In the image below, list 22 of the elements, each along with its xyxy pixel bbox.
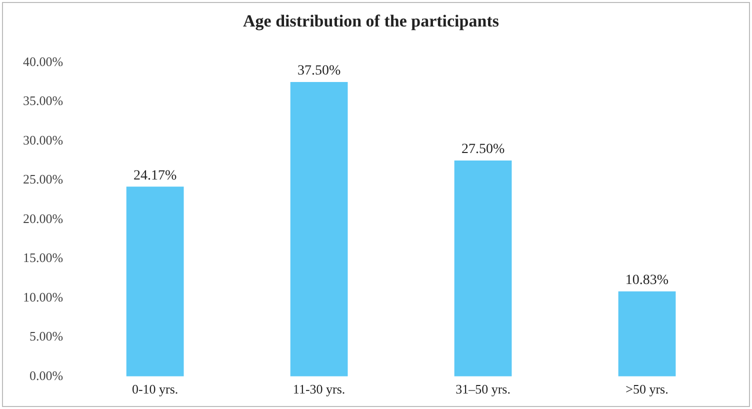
y-tick-label: 30.00% [22, 132, 64, 148]
y-tick-label: 10.00% [22, 289, 64, 304]
y-tick-label: 20.00% [22, 210, 64, 226]
data-label: 24.17% [133, 168, 177, 184]
y-tick-label: 35.00% [22, 93, 64, 108]
data-label: 37.50% [297, 64, 341, 79]
bar [126, 186, 184, 376]
bar [290, 82, 348, 376]
y-tick-label: 15.00% [22, 250, 64, 266]
y-tick-label: 5.00% [29, 328, 64, 344]
chart-title: Age distribution of the participants [243, 12, 500, 31]
bar [618, 291, 676, 376]
data-label: 10.83% [625, 273, 669, 288]
y-tick-label: 0.00% [29, 368, 64, 383]
x-tick-label: 0-10 yrs. [132, 382, 178, 397]
x-tick-label: >50 yrs. [626, 382, 668, 397]
x-tick-label: 31–50 yrs. [456, 382, 510, 397]
bar [454, 160, 512, 376]
x-tick-label: 11-30 yrs. [292, 382, 346, 397]
y-tick-label: 40.00% [22, 54, 64, 69]
data-label: 27.50% [461, 142, 505, 158]
y-tick-label: 25.00% [22, 172, 64, 187]
